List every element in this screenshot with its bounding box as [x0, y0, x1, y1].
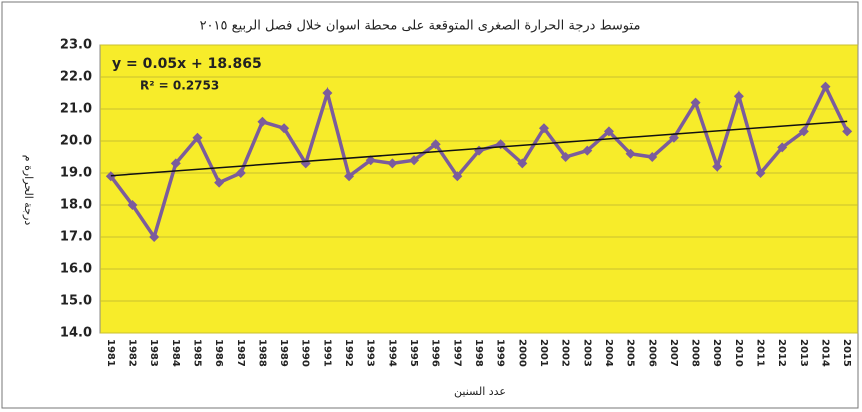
x-tick-label: 1991	[321, 339, 332, 367]
trend-r2: R² = 0.2753	[140, 79, 219, 93]
x-tick-label: 1984	[170, 339, 181, 367]
chart-title: متوسط درجة الحرارة الصغرى المتوقعة على م…	[200, 19, 641, 34]
x-tick-label: 1987	[235, 339, 246, 367]
x-tick-label: 2006	[646, 339, 657, 367]
x-tick-label: 1983	[148, 339, 159, 367]
data-point	[344, 171, 355, 182]
x-tick-label: 2011	[755, 339, 766, 367]
data-point	[625, 148, 636, 159]
x-tick-label: 1998	[473, 339, 484, 367]
trend-line	[110, 120, 848, 177]
x-axis-label: عدد السنين	[454, 385, 506, 398]
data-point	[820, 81, 831, 92]
x-tick-label: 2001	[538, 339, 549, 367]
data-point	[452, 171, 463, 182]
x-tick-label: 2014	[820, 339, 831, 367]
data-point	[647, 152, 658, 162]
data-point	[755, 168, 766, 178]
data-point	[387, 158, 398, 169]
data-point	[733, 91, 744, 102]
data-point	[777, 142, 788, 153]
x-tick-label: 2003	[581, 339, 592, 367]
x-tick-label: 2004	[603, 339, 614, 367]
data-point	[538, 123, 549, 134]
x-tick-label: 2005	[625, 339, 636, 367]
data-point	[105, 171, 116, 182]
x-tick-label: 1997	[451, 339, 462, 367]
y-tick-label: 21.0	[60, 102, 92, 117]
data-point	[798, 126, 809, 137]
data-point	[582, 145, 593, 156]
x-tick-label: 2015	[841, 339, 852, 367]
data-point	[214, 177, 225, 188]
y-tick-label: 20.0	[60, 134, 92, 149]
data-point	[409, 155, 420, 166]
x-tick-label: 1989	[278, 339, 289, 367]
x-tick-label: 2009	[711, 339, 722, 367]
x-tick-label: 1988	[256, 339, 267, 367]
y-tick-label: 18.0	[60, 198, 92, 213]
data-point	[192, 132, 203, 143]
data-point	[279, 123, 290, 134]
data-point	[430, 139, 441, 150]
data-point	[560, 152, 571, 162]
x-tick-label: 2002	[560, 339, 571, 367]
x-tick-label: 1994	[386, 339, 397, 367]
data-point	[668, 132, 679, 143]
x-tick-label: 2000	[516, 339, 527, 367]
data-point	[127, 200, 138, 210]
data-point	[365, 155, 376, 166]
data-point	[842, 126, 853, 137]
x-tick-label: 2008	[690, 339, 701, 367]
data-point	[235, 168, 246, 178]
data-point	[170, 158, 181, 169]
plot-area	[99, 44, 859, 334]
data-point	[149, 232, 160, 242]
data-point	[690, 97, 701, 108]
x-tick-label: 2013	[798, 339, 809, 367]
y-tick-label: 19.0	[60, 166, 92, 181]
y-tick-label: 15.0	[60, 294, 92, 309]
x-tick-label: 2012	[776, 339, 787, 367]
y-axis-label: درجة الحرارة م	[22, 155, 35, 226]
data-point	[712, 161, 723, 172]
x-tick-label: 1986	[213, 339, 224, 367]
x-tick-label: 1990	[300, 339, 311, 367]
x-tick-label: 2010	[733, 339, 744, 367]
x-tick-label: 1999	[495, 339, 506, 367]
x-tick-label: 1981	[105, 339, 116, 367]
x-tick-label: 1985	[191, 339, 202, 367]
x-tick-label: 2007	[668, 339, 679, 367]
x-tick-label: 1996	[430, 339, 441, 367]
data-point	[322, 88, 333, 98]
y-tick-label: 14.0	[60, 326, 92, 341]
x-tick-label: 1993	[365, 339, 376, 367]
data-point	[257, 116, 268, 127]
x-tick-label: 1992	[343, 339, 354, 367]
y-tick-label: 22.0	[60, 70, 92, 85]
y-tick-label: 23.0	[60, 38, 92, 53]
y-tick-label: 17.0	[60, 230, 92, 245]
y-tick-label: 16.0	[60, 262, 92, 277]
x-tick-label: 1982	[126, 339, 137, 367]
data-point	[517, 158, 528, 169]
data-point	[603, 126, 614, 137]
x-tick-label: 1995	[408, 339, 419, 367]
trend-equation: y = 0.05x + 18.865	[112, 56, 262, 72]
